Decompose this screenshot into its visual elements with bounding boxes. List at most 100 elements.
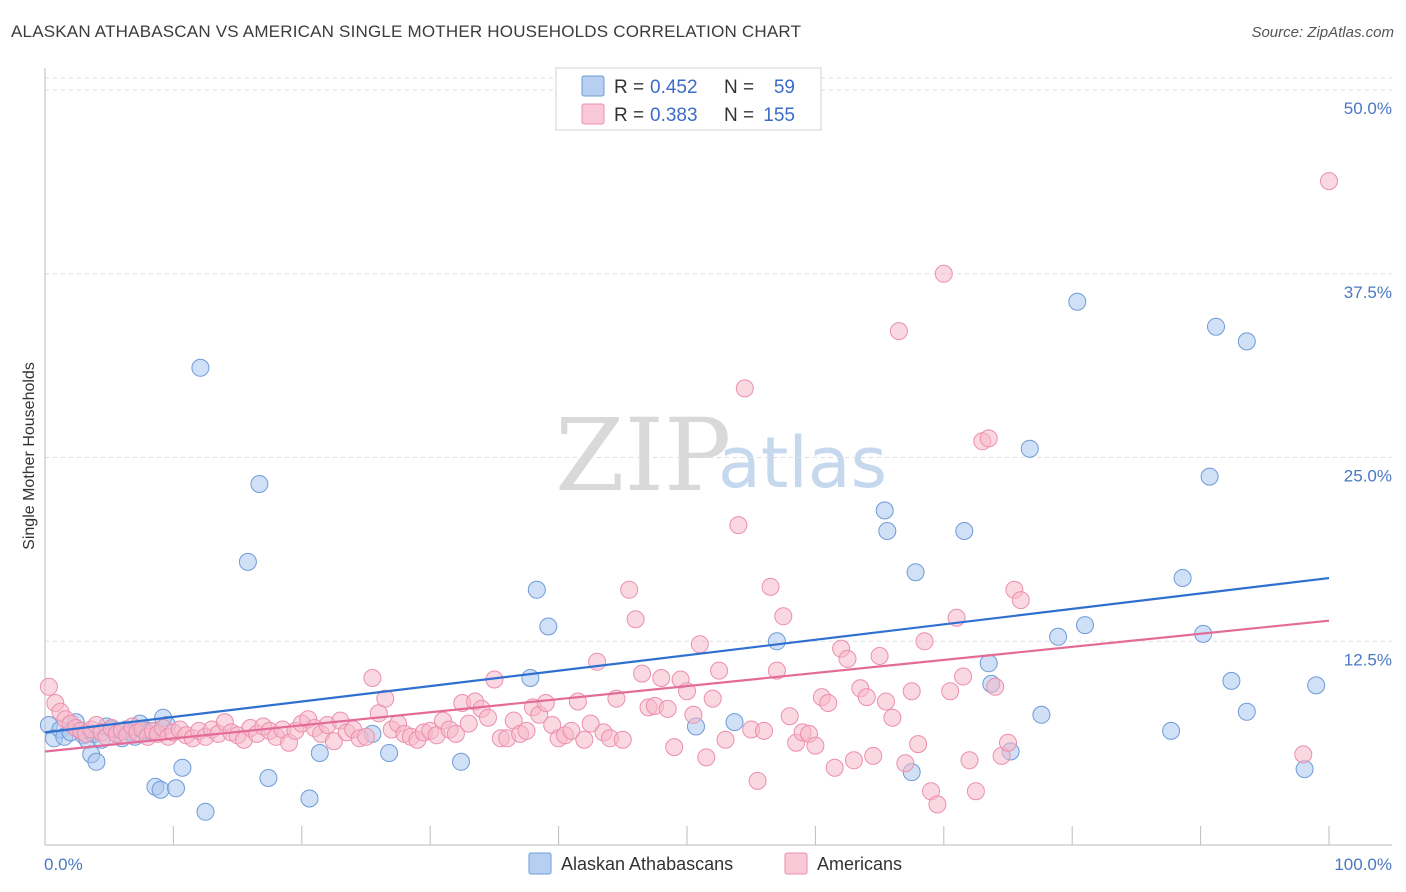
source-credit: Source: ZipAtlas.com <box>1251 24 1394 41</box>
americans-point <box>1011 591 1030 610</box>
americans-point <box>806 736 825 755</box>
y-tick-label: 37.5% <box>1344 283 1392 302</box>
chart-title: ALASKAN ATHABASCAN VS AMERICAN SINGLE MO… <box>11 22 802 41</box>
athabascan-point <box>539 617 558 636</box>
americans-point <box>697 748 716 767</box>
americans-point <box>536 694 555 712</box>
bottom-legend-label-blue: Alaskan Athabascans <box>561 854 733 874</box>
americans-point <box>979 429 998 448</box>
americans-point <box>459 714 478 733</box>
athabascan-point <box>259 769 278 787</box>
athabascan-point <box>1237 702 1256 721</box>
legend-swatch-blue <box>581 75 605 97</box>
legend-r-value-pink: 0.383 <box>650 105 698 126</box>
americans-point <box>665 738 684 757</box>
athabascan-point <box>1076 616 1094 635</box>
americans-point <box>581 714 600 733</box>
y-axis-label: Single Mother Households <box>21 362 38 550</box>
americans-point <box>748 771 767 790</box>
americans-point <box>620 580 639 599</box>
athabascan-point <box>1049 627 1068 646</box>
americans-point <box>729 516 748 535</box>
americans-point <box>889 322 908 341</box>
americans-point <box>780 707 799 726</box>
athabascan-point <box>151 780 170 799</box>
americans-point <box>928 795 947 814</box>
americans-point <box>562 721 581 740</box>
athabascan-point <box>300 789 319 808</box>
legend-n-label-blue: N = <box>724 77 754 98</box>
legend-n-value-blue: 59 <box>774 77 795 98</box>
athabascan-point <box>1173 569 1192 587</box>
athabascan-point <box>1307 676 1326 695</box>
americans-point <box>941 682 960 701</box>
athabascan-point <box>167 779 185 798</box>
athabascan-trend-line <box>44 576 1330 734</box>
series-legend: Alaskan Athabascans Americans <box>528 852 902 875</box>
athabascan-point <box>1207 317 1225 336</box>
stats-legend: R = 0.452 N = 59 R = 0.383 N = 155 <box>555 67 822 131</box>
americans-point <box>716 730 735 749</box>
athabascan-point <box>521 669 540 687</box>
athabascan-point <box>1162 721 1181 740</box>
americans-point <box>710 661 729 680</box>
legend-r-label-blue: R = <box>614 77 644 98</box>
athabascan-point <box>196 802 215 821</box>
legend-r-label-pink: R = <box>614 105 644 126</box>
americans-point <box>376 689 395 708</box>
americans-point <box>703 689 722 708</box>
americans-point <box>915 632 934 651</box>
americans-point <box>324 732 343 751</box>
americans-point <box>909 735 928 754</box>
trend-lines <box>44 576 1330 753</box>
americans-point <box>844 751 863 770</box>
americans-point <box>446 724 465 743</box>
y-tick-label: 12.5% <box>1344 650 1392 669</box>
athabascan-point <box>906 563 925 582</box>
americans-point <box>357 727 375 746</box>
athabascan-point <box>1200 467 1219 486</box>
athabascan-point <box>1222 671 1241 690</box>
athabascan-point <box>878 522 897 540</box>
americans-point <box>896 754 915 773</box>
y-tick-labels: 12.5% 25.0% 37.5% 50.0% <box>1344 99 1392 669</box>
athabascan-point <box>87 752 106 771</box>
americans-point <box>479 708 497 727</box>
athabascan-point <box>725 713 744 732</box>
americans-point <box>883 708 902 727</box>
americans-trend-line <box>44 619 1330 753</box>
athabascan-point <box>1068 292 1087 311</box>
americans-point <box>864 746 883 765</box>
legend-n-label-pink: N = <box>724 105 754 126</box>
series-americans <box>39 172 1338 814</box>
athabascan-point <box>173 758 192 777</box>
y-tick-label: 50.0% <box>1344 99 1392 118</box>
americans-point <box>986 677 1005 696</box>
athabascan-point <box>1237 332 1256 351</box>
americans-point <box>690 635 709 654</box>
americans-point <box>966 782 985 801</box>
americans-point <box>870 647 889 665</box>
athabascan-point <box>1032 705 1051 724</box>
legend-n-value-pink: 155 <box>763 105 795 126</box>
athabascan-point <box>250 475 269 493</box>
athabascan-point <box>310 744 329 762</box>
athabascan-point <box>380 744 399 762</box>
y-tick-label: 25.0% <box>1344 467 1392 486</box>
americans-point <box>838 649 857 668</box>
americans-point <box>755 721 773 740</box>
x-tick-label-max: 100.0% <box>1334 855 1392 874</box>
americans-point <box>735 379 754 398</box>
athabascan-point <box>238 552 257 571</box>
bottom-legend-swatch-pink <box>784 852 808 875</box>
americans-point <box>960 751 979 770</box>
athabascan-point <box>955 522 974 540</box>
watermark-zip: ZIP <box>555 397 731 514</box>
americans-point <box>1294 745 1313 764</box>
americans-point <box>761 577 780 596</box>
americans-point <box>825 758 844 777</box>
americans-point <box>684 705 703 724</box>
americans-point <box>819 694 838 712</box>
americans-point <box>39 677 58 696</box>
